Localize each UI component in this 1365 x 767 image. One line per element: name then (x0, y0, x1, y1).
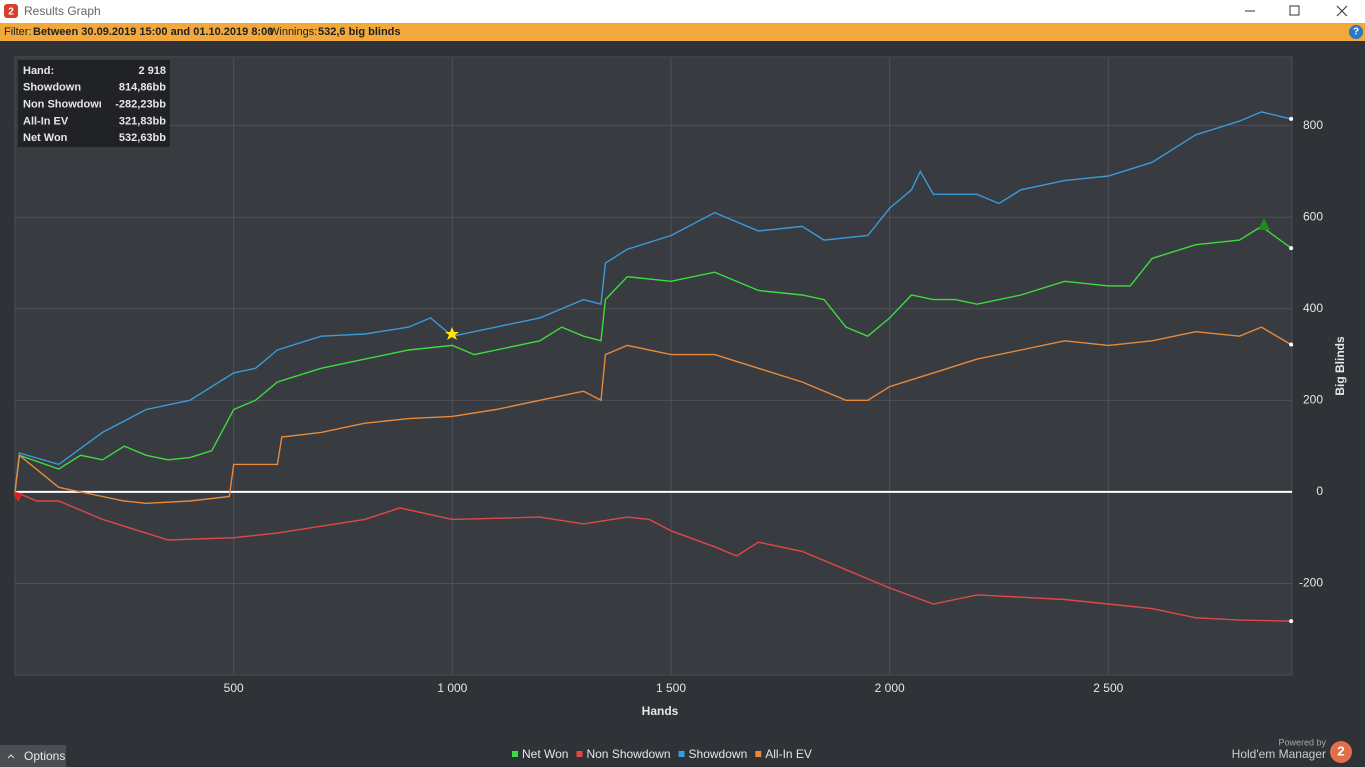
legend: Net Won Non Showdown Showdown All-In EV (512, 747, 812, 761)
y-tick-label: 800 (1303, 118, 1323, 132)
options-text[interactable]: Options (24, 749, 65, 763)
title-bar (0, 0, 1365, 23)
axis-labels: 500 1 000 1 500 2 000 2 500 -200 0 200 400 600 800 (224, 118, 1324, 695)
tooltip: Hand: 2 918 Showdown 814,86bb Non Showdown -2… (18, 60, 170, 147)
legend-label: All-In EV (765, 747, 812, 761)
y-tick-label: 400 (1303, 301, 1323, 315)
x-tick-label: 2 500 (1093, 681, 1123, 695)
y-tick-label: -200 (1299, 576, 1323, 590)
tooltip-value: 814,86bb (119, 82, 166, 94)
filter-label: Filter: (4, 26, 32, 38)
tooltip-label: Showdown (23, 82, 81, 94)
series-line (14, 111, 1292, 492)
series-lines (14, 111, 1294, 624)
x-tick-label: 2 000 (875, 681, 905, 695)
legend-swatch (512, 751, 518, 757)
tooltip-label: Hand: (23, 65, 54, 77)
restore[interactable] (1289, 5, 1300, 16)
legend-label: Showdown (689, 747, 748, 761)
tooltip-label: All-In EV (23, 115, 69, 127)
options-button[interactable] (0, 745, 66, 767)
x-axis-title: Hands (642, 704, 679, 718)
y-axis-title: Big Blinds (1333, 336, 1347, 396)
tooltip-value: 321,83bb (119, 115, 166, 127)
tooltip-value: -282,23bb (115, 99, 166, 111)
y-tick-label: 600 (1303, 209, 1323, 223)
winnings-label: Winnings: (269, 26, 317, 38)
tooltip-value: 532,63bb (119, 132, 166, 144)
powered-by: Powered by (1278, 737, 1326, 747)
end-point (1289, 342, 1294, 347)
filter-bar (0, 23, 1365, 41)
y-tick-label: 0 (1316, 484, 1323, 498)
close[interactable] (1336, 5, 1348, 17)
help-text[interactable]: ? (1353, 27, 1359, 38)
series-line (14, 491, 1292, 622)
options-chevron[interactable] (7, 754, 15, 759)
winnings-value: 532,6 big blinds (318, 26, 401, 38)
end-point (1289, 246, 1294, 251)
series-line (14, 225, 1292, 492)
x-tick-label: 500 (224, 681, 244, 695)
tooltip-label: Net Won (23, 132, 68, 144)
legend-swatch (755, 751, 762, 757)
app-icon-text: 2 (8, 7, 14, 18)
start-marker (13, 493, 23, 502)
y-tick-label: 200 (1303, 393, 1323, 407)
brand-badge-text: 2 (1337, 743, 1344, 758)
series-line (14, 326, 1292, 505)
legend-label: Net Won (522, 747, 568, 761)
tooltip-label: Non Showdown (23, 99, 106, 111)
app-icon (4, 4, 18, 18)
x-tick-label: 1 500 (656, 681, 686, 695)
help-button[interactable] (1349, 25, 1363, 39)
grid (15, 57, 1292, 675)
tooltip-value: 2 918 (138, 65, 166, 77)
tooltip-box (18, 60, 170, 147)
brand: Hold'em Manager (1232, 747, 1326, 761)
window-title: Results Graph (24, 4, 101, 18)
legend-label: Non Showdown (586, 747, 670, 761)
legend-swatch (576, 751, 583, 757)
plot-area (14, 56, 1293, 676)
peak-marker (1258, 218, 1270, 230)
x-tick-label: 1 000 (437, 681, 467, 695)
end-point (1289, 619, 1294, 624)
end-point (1289, 116, 1294, 121)
legend-swatch (678, 751, 685, 757)
brand-badge (1330, 741, 1352, 763)
filter-range: Between 30.09.2019 15:00 and 01.10.2019 … (33, 26, 273, 38)
star-marker (445, 327, 459, 340)
